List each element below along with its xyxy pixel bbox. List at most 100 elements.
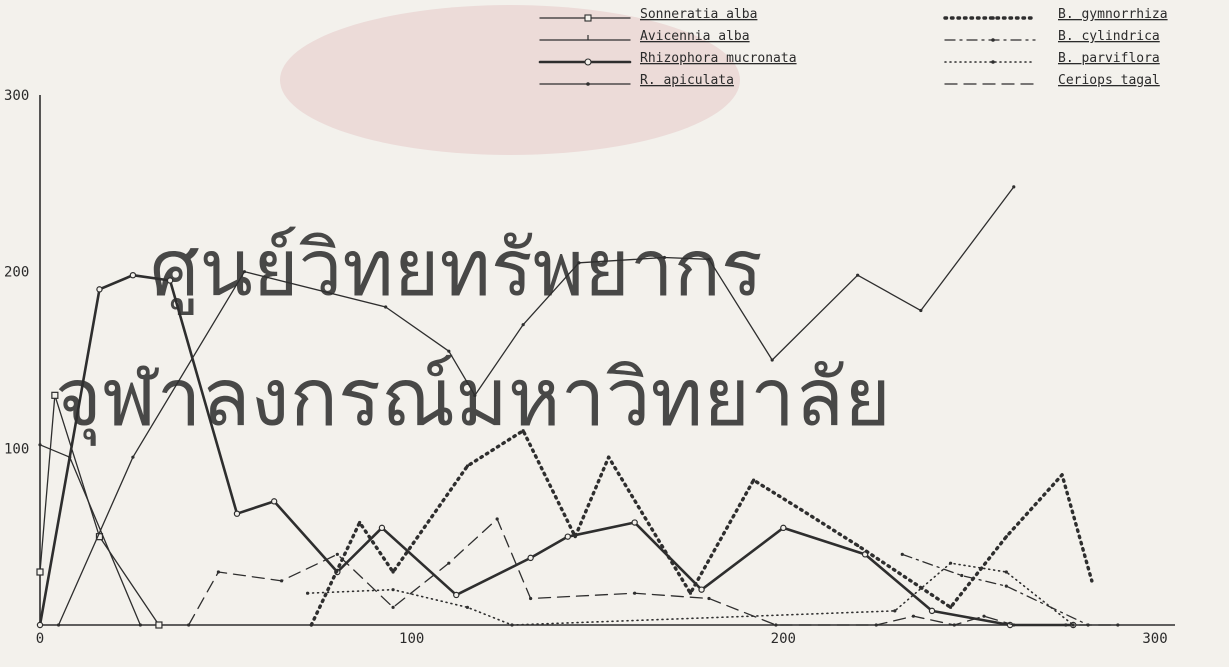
data-point	[391, 605, 395, 609]
watermark-emblem	[280, 5, 740, 155]
series-line	[306, 562, 1075, 626]
tick-labels: 0 100 200 300 100 200 300	[4, 88, 1168, 647]
legend-item: Avicennia alba	[539, 29, 750, 44]
legend-label: B. cylindrica	[1058, 29, 1160, 44]
data-point	[1012, 185, 1016, 189]
x-tick-label: 300	[1142, 631, 1167, 647]
data-point	[928, 607, 936, 615]
data-point	[270, 498, 278, 505]
series-8	[187, 517, 1120, 627]
series-7	[306, 561, 1075, 627]
x-tick-label: 200	[771, 631, 796, 647]
data-point	[1004, 584, 1008, 588]
legend-item: Sonneratia alba	[539, 7, 757, 22]
data-point	[527, 554, 534, 562]
series-line	[38, 273, 1075, 627]
data-point	[465, 605, 470, 609]
data-point	[774, 623, 778, 627]
data-point	[453, 591, 460, 599]
y-tick-label: 200	[4, 265, 29, 281]
watermark-line-1: ศูนย์วิทยทรัพยากร	[150, 224, 763, 315]
x-tick-label: 100	[399, 631, 424, 647]
series-4	[38, 443, 142, 627]
data-point	[521, 323, 525, 327]
data-point	[529, 596, 533, 601]
legend-marker	[584, 14, 592, 22]
data-point	[893, 609, 897, 613]
data-point	[447, 349, 451, 353]
data-point	[358, 520, 362, 525]
data-point	[800, 508, 804, 512]
legend-item: R. apiculata	[539, 73, 734, 88]
data-point	[564, 533, 571, 540]
data-point	[1012, 623, 1016, 627]
series-2	[56, 185, 1016, 627]
series-line	[39, 394, 160, 626]
data-point	[279, 579, 284, 583]
data-point	[473, 393, 477, 397]
data-point	[707, 257, 711, 261]
data-point	[38, 443, 42, 447]
data-point	[378, 524, 386, 532]
data-point	[216, 570, 220, 574]
data-point	[577, 261, 581, 265]
watermark-line-2: จุฬาลงกรณ์มหาวิทยาลัย	[55, 351, 891, 446]
data-point	[633, 591, 637, 595]
data-point	[68, 455, 72, 459]
data-point	[856, 543, 860, 548]
legend-item: B. parviflora	[944, 51, 1160, 66]
legend-label: Rhizophora mucronata	[640, 51, 797, 66]
series-line	[901, 553, 1089, 626]
data-point	[36, 621, 44, 629]
series-line	[188, 518, 1119, 626]
watermark: ศูนย์วิทยทรัพยากร จุฬาลงกรณ์มหาวิทยาลัย	[55, 5, 891, 446]
data-point	[447, 561, 451, 565]
legend-label: Sonneratia alba	[640, 7, 757, 22]
data-point	[573, 535, 577, 539]
data-point	[36, 568, 44, 576]
data-point	[1090, 579, 1094, 583]
data-point	[96, 286, 103, 293]
series-line	[309, 428, 1094, 627]
data-point	[911, 614, 916, 618]
legend-label: Ceriops tagal	[1058, 73, 1160, 88]
series-1	[36, 391, 163, 629]
data-point	[306, 591, 310, 595]
axes	[39, 95, 1175, 626]
data-point	[752, 478, 756, 482]
series-5	[309, 428, 1094, 627]
data-point	[607, 455, 611, 459]
data-point	[242, 270, 247, 274]
series-group	[36, 185, 1120, 629]
data-point	[698, 586, 705, 593]
legend-marker	[991, 60, 995, 64]
data-point	[688, 591, 693, 595]
data-point	[384, 305, 388, 309]
data-point	[391, 570, 395, 574]
data-point	[770, 358, 774, 362]
legend-item: Rhizophora mucronata	[538, 51, 797, 66]
data-point	[335, 552, 339, 556]
data-point	[233, 510, 241, 517]
legend-label: Avicennia alba	[640, 29, 750, 44]
legend-marker	[991, 16, 995, 20]
data-point	[707, 596, 711, 601]
data-point	[952, 623, 956, 627]
data-point	[56, 623, 61, 627]
data-point	[1060, 473, 1064, 477]
legend: Sonneratia alba Avicennia alba Rhizophora …	[538, 7, 1168, 88]
series-3	[36, 272, 1077, 629]
data-point	[662, 255, 667, 260]
legend-item: B. gymnorrhiza	[943, 7, 1168, 22]
data-point	[129, 272, 137, 279]
x-tick-label: 0	[36, 631, 44, 647]
data-point	[155, 621, 163, 629]
legend-marker	[586, 82, 590, 86]
data-point	[131, 455, 135, 459]
data-point	[166, 277, 174, 284]
data-point	[856, 273, 860, 277]
data-point	[1004, 570, 1008, 574]
data-point	[919, 308, 923, 313]
data-point	[948, 605, 953, 609]
